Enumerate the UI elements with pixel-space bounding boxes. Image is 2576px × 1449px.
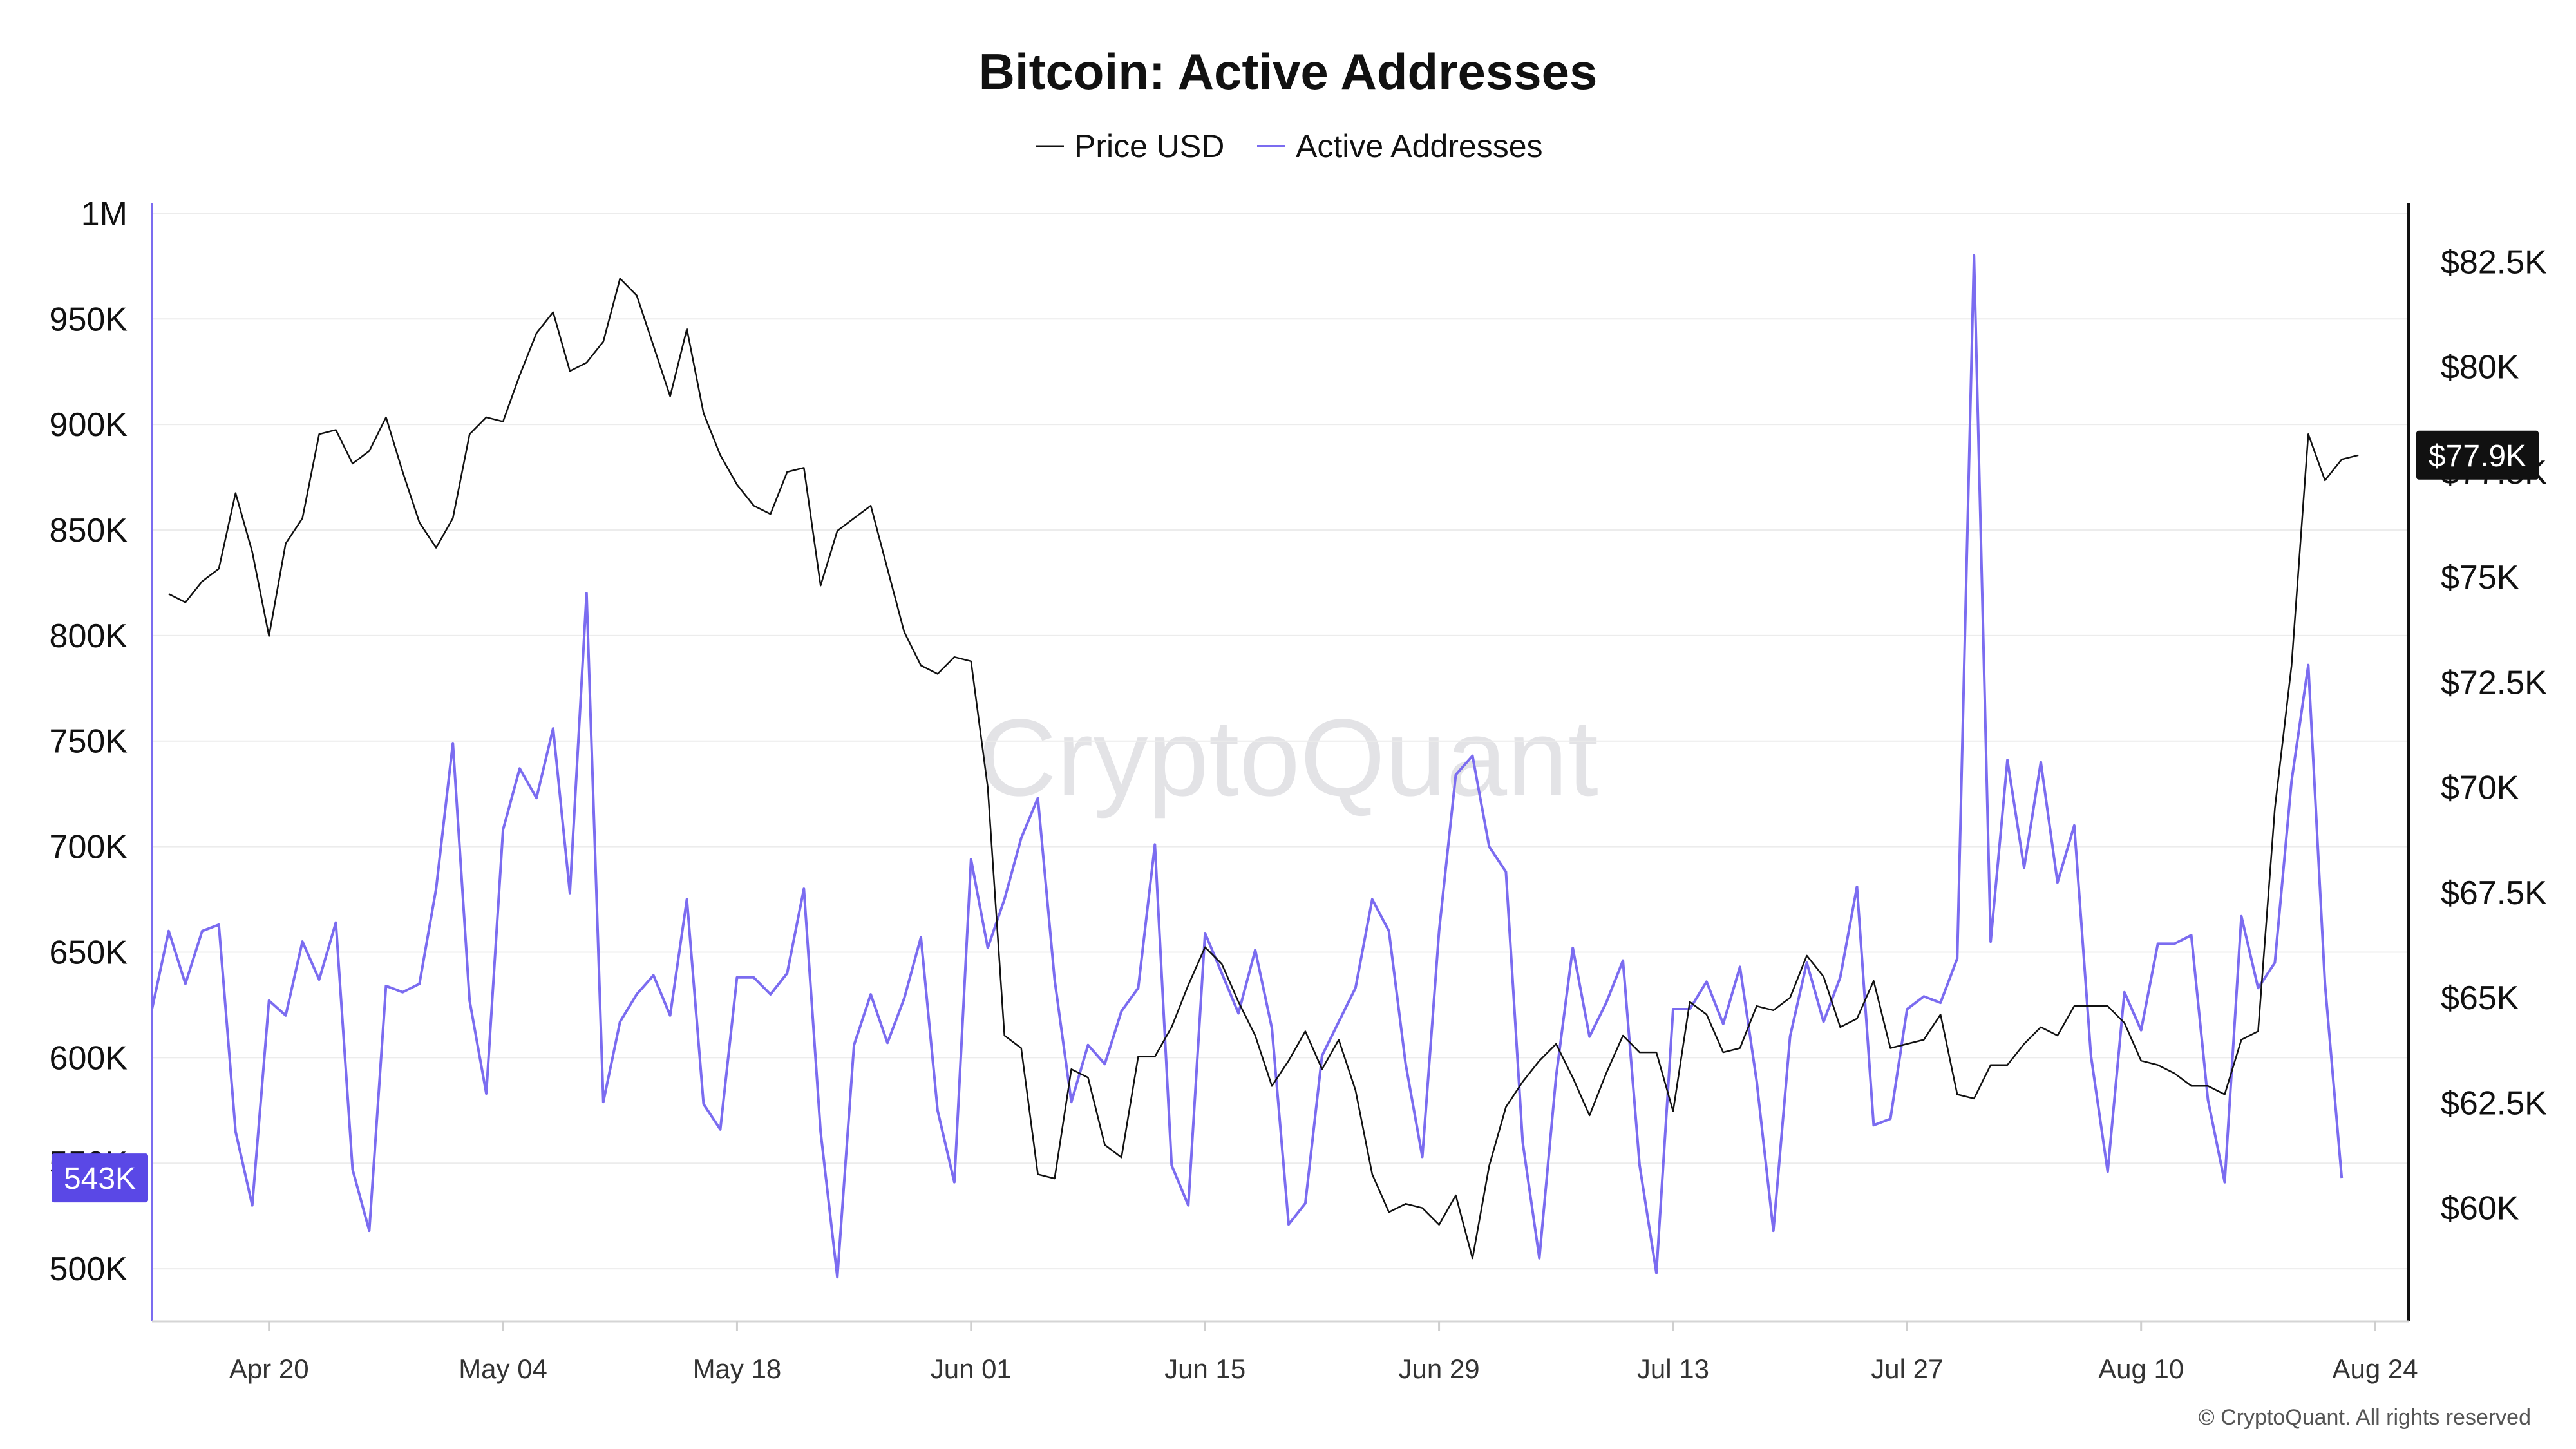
x-tick-label: Aug 10 (2098, 1354, 2184, 1384)
left-tick-label: 750K (50, 723, 128, 761)
price-current-badge: $77.9K (2416, 430, 2539, 480)
left-tick-label: 850K (50, 512, 128, 549)
active-current-badge: 543K (52, 1153, 148, 1203)
active-badge-label: 543K (64, 1162, 136, 1196)
legend-active-label[interactable]: Active Addresses (1296, 128, 1543, 164)
x-tick-label: Jul 13 (1637, 1354, 1709, 1384)
x-tick-label: May 18 (693, 1354, 782, 1384)
right-tick-label: $72.5K (2441, 664, 2547, 701)
grid (152, 213, 2409, 1270)
x-tick-label: Jun 15 (1164, 1354, 1245, 1384)
watermark: CryptoQuant (978, 697, 1598, 819)
chart-title: Bitcoin: Active Addresses (979, 43, 1598, 100)
left-tick-label: 700K (50, 829, 128, 866)
left-tick-label: 950K (50, 301, 128, 338)
left-tick-label: 500K (50, 1251, 128, 1288)
right-tick-label: $65K (2441, 980, 2519, 1017)
right-tick-label: $80K (2441, 349, 2519, 386)
x-tick-label: May 04 (459, 1354, 547, 1384)
left-axis-ticks: 500K550K600K650K700K750K800K850K900K950K… (50, 195, 128, 1288)
left-tick-label: 900K (50, 406, 128, 444)
legend-price-label[interactable]: Price USD (1074, 128, 1224, 164)
right-tick-label: $70K (2441, 770, 2519, 807)
price-usd-line (168, 278, 2359, 1260)
left-tick-label: 1M (81, 195, 128, 232)
right-axis-ticks: $60K$62.5K$65K$67.5K$70K$72.5K$75K$77.5K… (2441, 243, 2547, 1227)
x-tick-label: Jun 29 (1399, 1354, 1480, 1384)
x-axis-ticks: Apr 20 May 04 May 18 Jun 01 Jun 15 Jun 29 Jul … (229, 1321, 2418, 1384)
left-tick-label: 650K (50, 934, 128, 971)
left-tick-label: 600K (50, 1039, 128, 1077)
right-tick-label: $67.5K (2441, 875, 2547, 912)
legend[interactable]: Price USD Active Addresses (1036, 128, 1543, 164)
right-tick-label: $75K (2441, 559, 2519, 596)
left-tick-label: 800K (50, 618, 128, 655)
x-tick-label: Jul 27 (1871, 1354, 1943, 1384)
x-tick-label: Jun 01 (931, 1354, 1012, 1384)
x-tick-label: Aug 24 (2333, 1354, 2418, 1384)
active-badge-background (52, 1153, 148, 1203)
x-tick-label: Apr 20 (229, 1354, 309, 1384)
right-tick-label: $60K (2441, 1190, 2519, 1227)
price-badge-background (2416, 430, 2539, 480)
right-tick-label: $62.5K (2441, 1084, 2547, 1122)
copyright-footer: © CryptoQuant. All rights reserved (2199, 1405, 2531, 1430)
active-addresses-line (151, 254, 2344, 1279)
price-badge-label: $77.9K (2429, 439, 2526, 473)
right-tick-label: $82.5K (2441, 243, 2547, 281)
